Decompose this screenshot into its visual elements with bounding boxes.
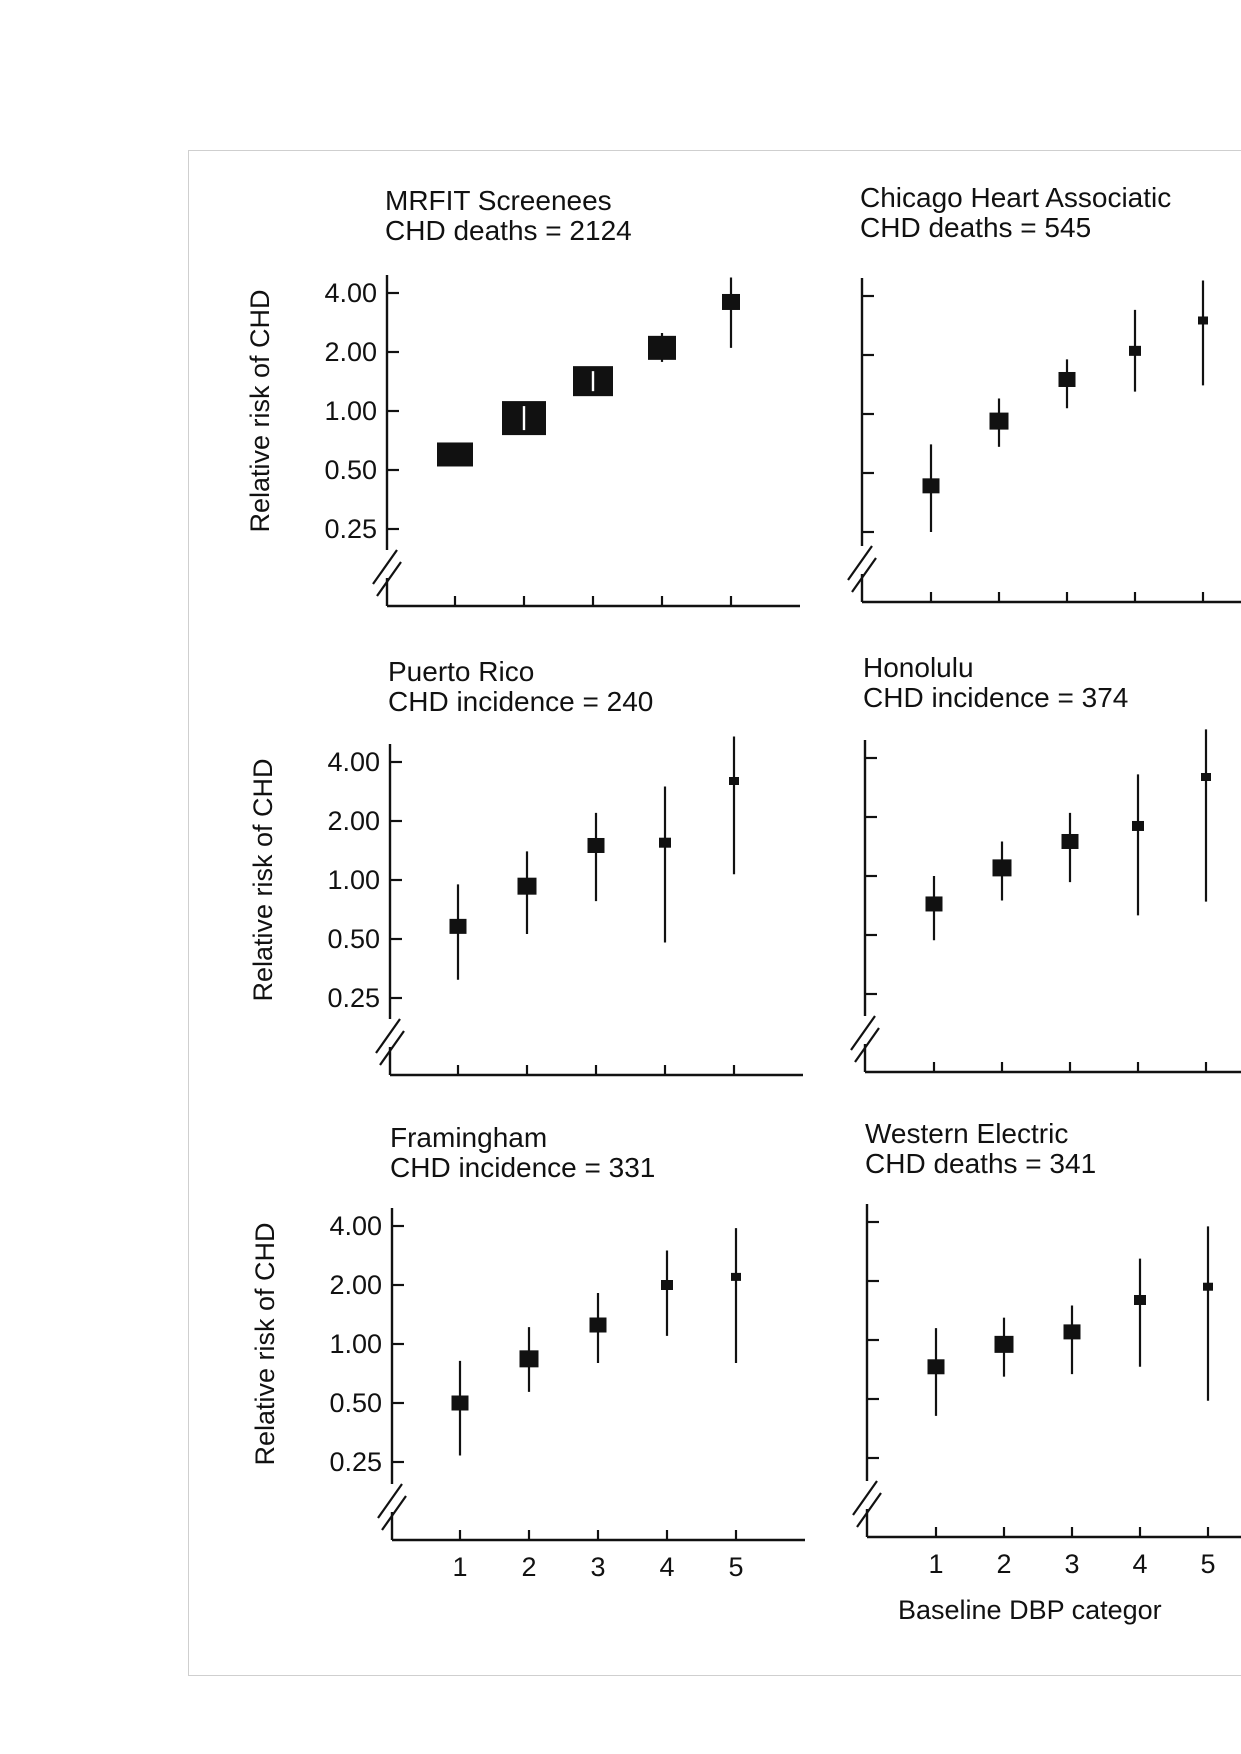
data-point [729,776,739,785]
y-tick-label: 0.25 [329,1447,382,1477]
data-point [587,837,605,853]
data-point [1132,820,1144,831]
panel-title: Western Electric [865,1118,1068,1149]
axis-break-mark [377,1483,403,1519]
axis-break-mark [379,1030,405,1066]
y-tick-label: 1.00 [329,1329,382,1359]
data-point [925,896,943,912]
x-tick-label: 3 [590,1552,605,1582]
y-tick-label: 4.00 [324,278,377,308]
data-point [1203,1282,1213,1291]
x-axis-title: Baseline DBP categor [898,1595,1162,1625]
axis-break-mark [375,1018,401,1054]
x-tick-label: 4 [659,1552,674,1582]
data-point [1129,345,1141,356]
data-point [451,1395,469,1411]
axis-break-mark [851,557,877,593]
data-point [1198,316,1208,325]
data-point [437,442,473,467]
y-tick-label: 2.00 [329,1270,382,1300]
data-point [449,918,467,934]
panel-title: Chicago Heart Associatic [860,182,1171,213]
data-point [659,837,671,848]
y-tick-label: 0.50 [327,924,380,954]
axis-break-mark [854,1027,880,1063]
x-tick-label: 2 [996,1549,1011,1579]
x-tick-label: 5 [728,1552,743,1582]
data-point [648,335,676,360]
data-point [519,1350,539,1368]
data-point [1061,833,1079,849]
y-axis-title: Relative risk of CHD [250,1222,280,1465]
y-tick-label: 4.00 [329,1211,382,1241]
panel-title: MRFIT Screenees [385,185,612,216]
axis-break-mark [376,561,402,597]
axis-break-mark [850,1015,876,1051]
axis-break-mark [847,545,873,581]
x-tick-label: 4 [1132,1549,1147,1579]
x-tick-label: 1 [452,1552,467,1582]
y-tick-label: 1.00 [327,865,380,895]
data-point [722,293,740,310]
panel-subtitle: CHD deaths = 341 [865,1148,1096,1179]
data-point [922,478,940,494]
data-point [992,859,1012,877]
axis-break-mark [381,1495,407,1531]
panel-title: Honolulu [863,652,974,683]
data-point [1063,1324,1081,1340]
axis-break-mark [852,1480,878,1516]
panel-subtitle: CHD incidence = 331 [390,1152,655,1183]
panel-subtitle: CHD incidence = 240 [388,686,653,717]
y-tick-label: 2.00 [324,337,377,367]
panel-title: Framingham [390,1122,547,1153]
x-tick-label: 1 [928,1549,943,1579]
data-point [927,1359,945,1375]
data-point [994,1335,1014,1353]
data-point [517,877,537,895]
panel-subtitle: CHD deaths = 2124 [385,215,632,246]
y-tick-label: 1.00 [324,396,377,426]
data-point [731,1272,741,1281]
data-point [1201,772,1211,781]
panel-subtitle: CHD incidence = 374 [863,682,1128,713]
data-point [661,1280,673,1290]
data-point [589,1317,607,1333]
y-tick-label: 4.00 [327,747,380,777]
page-sheet [188,150,1241,1676]
data-point [1134,1294,1146,1305]
x-tick-label: 5 [1200,1549,1215,1579]
y-axis-title: Relative risk of CHD [248,758,278,1001]
y-tick-label: 0.25 [327,983,380,1013]
y-tick-label: 2.00 [327,806,380,836]
x-tick-label: 2 [521,1552,536,1582]
panel-subtitle: CHD deaths = 545 [860,212,1091,243]
axis-break-mark [372,549,398,585]
panel-title: Puerto Rico [388,656,534,687]
data-point [1058,371,1076,387]
axis-break-mark [856,1492,882,1528]
data-point [989,412,1009,430]
y-axis-title: Relative risk of CHD [245,289,275,532]
y-tick-label: 0.25 [324,514,377,544]
x-tick-label: 3 [1064,1549,1079,1579]
y-tick-label: 0.50 [324,455,377,485]
y-tick-label: 0.50 [329,1388,382,1418]
